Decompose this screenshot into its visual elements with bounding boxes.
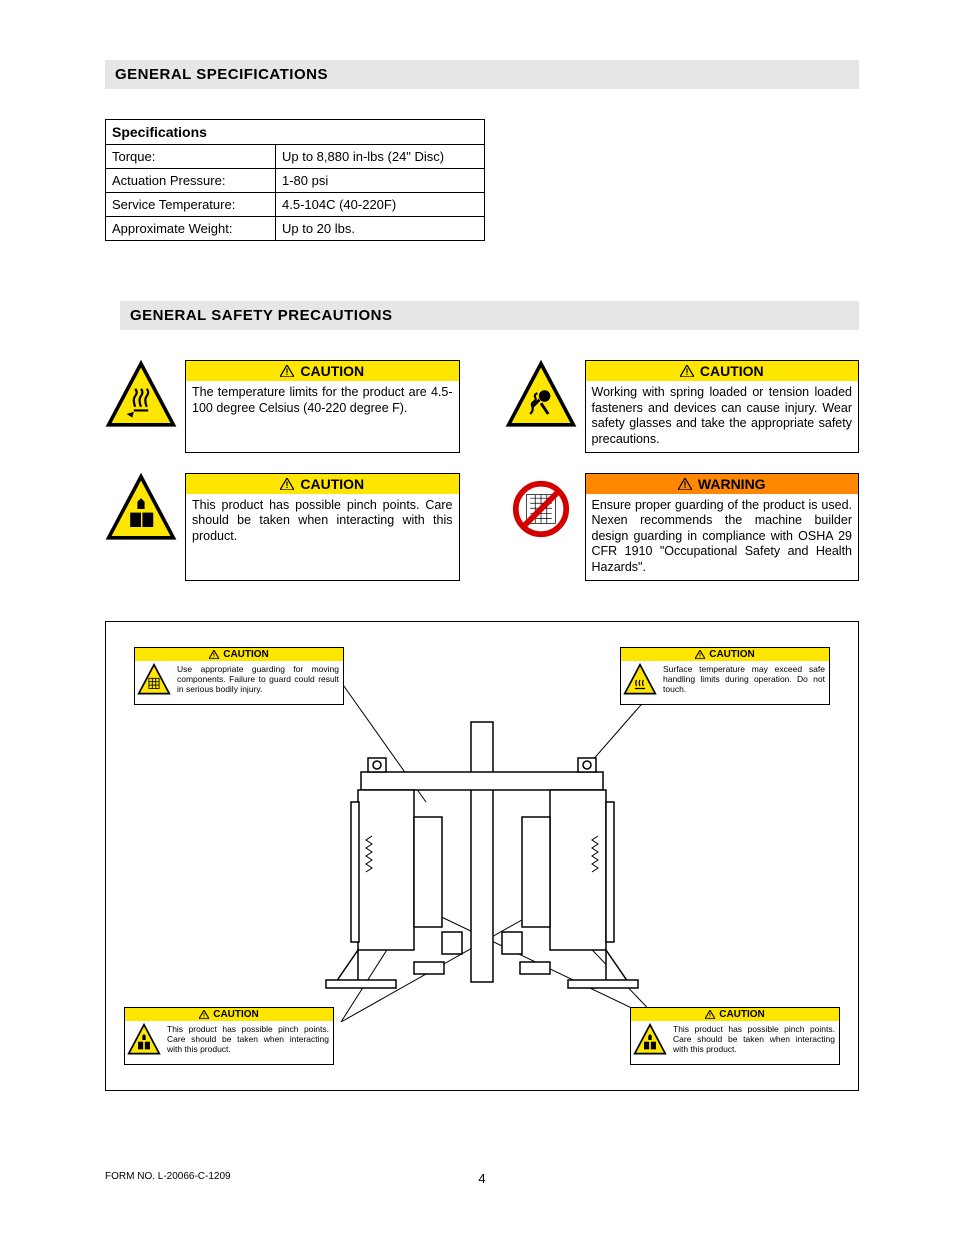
svg-text:!: ! xyxy=(203,1012,205,1019)
caution-title: CAUTION xyxy=(213,1009,259,1020)
spec-label: Actuation Pressure: xyxy=(106,169,276,193)
spec-value: 4.5-104C (40-220F) xyxy=(276,193,485,217)
page: GENERAL SPECIFICATIONS Specifications To… xyxy=(0,0,954,1226)
svg-text:!: ! xyxy=(709,1012,711,1019)
spec-value: Up to 20 lbs. xyxy=(276,217,485,241)
diagram-caution-surface-temp: ! CAUTION Surface temperature may exceed… xyxy=(620,647,830,705)
alert-icon: ! xyxy=(678,478,692,490)
caution-header: ! CAUTION xyxy=(186,474,459,494)
caution-pinch: ! CAUTION This product has possible pinc… xyxy=(105,473,460,581)
callout-box: ! CAUTION This product has possible pinc… xyxy=(185,473,460,581)
caution-header: ! CAUTION xyxy=(586,361,859,381)
caution-header: ! CAUTION xyxy=(135,648,343,661)
svg-text:!: ! xyxy=(683,480,686,490)
spec-label: Torque: xyxy=(106,145,276,169)
callout-box: ! CAUTION The temperature limits for the… xyxy=(185,360,460,453)
warning-title: WARNING xyxy=(698,476,766,492)
caution-text: This product has possible pinch points. … xyxy=(163,1021,333,1064)
alert-icon: ! xyxy=(680,365,694,377)
svg-text:!: ! xyxy=(286,367,289,377)
caution-header: ! CAUTION xyxy=(125,1008,333,1021)
caution-text: Surface temperature may exceed safe hand… xyxy=(659,661,829,704)
form-number: FORM NO. L-20066-C-1209 xyxy=(105,1171,231,1186)
caution-title: CAUTION xyxy=(300,363,364,379)
diagram-caution-pinch-left: ! CAUTION This product has possible pinc… xyxy=(124,1007,334,1065)
caution-header: ! CAUTION xyxy=(186,361,459,381)
caution-spring: ! CAUTION Working with spring loaded or … xyxy=(505,360,860,453)
pinch-point-icon xyxy=(105,473,177,545)
precautions-row-2: ! CAUTION This product has possible pinc… xyxy=(105,473,859,581)
spec-label: Approximate Weight: xyxy=(106,217,276,241)
spec-label: Service Temperature: xyxy=(106,193,276,217)
svg-text:!: ! xyxy=(286,480,289,490)
spring-hazard-icon xyxy=(505,360,577,432)
hot-surface-icon xyxy=(621,661,659,704)
page-footer: FORM NO. L-20066-C-1209 4 FORM NO. L-200… xyxy=(105,1171,859,1186)
prohibit-icon xyxy=(505,473,577,545)
alert-icon: ! xyxy=(280,365,294,377)
caution-title: CAUTION xyxy=(300,476,364,492)
pinch-point-icon xyxy=(631,1021,669,1064)
svg-text:!: ! xyxy=(213,652,215,659)
spec-value: 1-80 psi xyxy=(276,169,485,193)
caution-body: Working with spring loaded or tension lo… xyxy=(586,381,859,452)
specifications-table: Specifications Torque:Up to 8,880 in-lbs… xyxy=(105,119,485,241)
warning-body: Ensure proper guarding of the product is… xyxy=(586,494,859,580)
caution-text: Use appropriate guarding for moving comp… xyxy=(173,661,343,704)
caution-text: This product has possible pinch points. … xyxy=(669,1021,839,1064)
warning-guarding: ! WARNING Ensure proper guarding of the … xyxy=(505,473,860,581)
caution-body: This product has possible pinch points. … xyxy=(186,494,459,549)
callout-box: ! CAUTION Working with spring loaded or … xyxy=(585,360,860,453)
product-diagram: ! CAUTION Use appropriate guarding for m… xyxy=(105,621,859,1091)
page-number: 4 xyxy=(478,1171,485,1186)
caution-title: CAUTION xyxy=(700,363,764,379)
guard-icon xyxy=(135,661,173,704)
caution-temperature: ! CAUTION The temperature limits for the… xyxy=(105,360,460,453)
svg-text:!: ! xyxy=(699,652,701,659)
callout-box: ! WARNING Ensure proper guarding of the … xyxy=(585,473,860,581)
caution-title: CAUTION xyxy=(223,649,269,660)
section-header-safety: GENERAL SAFETY PRECAUTIONS xyxy=(120,301,859,330)
svg-text:!: ! xyxy=(685,367,688,377)
hot-surface-icon xyxy=(105,360,177,432)
diagram-caution-guarding: ! CAUTION Use appropriate guarding for m… xyxy=(134,647,344,705)
spec-value: Up to 8,880 in-lbs (24" Disc) xyxy=(276,145,485,169)
pinch-point-icon xyxy=(125,1021,163,1064)
section-header-specs: GENERAL SPECIFICATIONS xyxy=(105,60,859,89)
caution-title: CAUTION xyxy=(719,1009,765,1020)
caution-header: ! CAUTION xyxy=(621,648,829,661)
precautions-row-1: ! CAUTION The temperature limits for the… xyxy=(105,360,859,453)
diagram-caution-pinch-right: ! CAUTION This product has possible pinc… xyxy=(630,1007,840,1065)
caution-body: The temperature limits for the product a… xyxy=(186,381,459,420)
spec-table-header: Specifications xyxy=(106,120,485,145)
caution-header: ! CAUTION xyxy=(631,1008,839,1021)
caution-title: CAUTION xyxy=(709,649,755,660)
alert-icon: ! xyxy=(280,478,294,490)
warning-header: ! WARNING xyxy=(586,474,859,494)
